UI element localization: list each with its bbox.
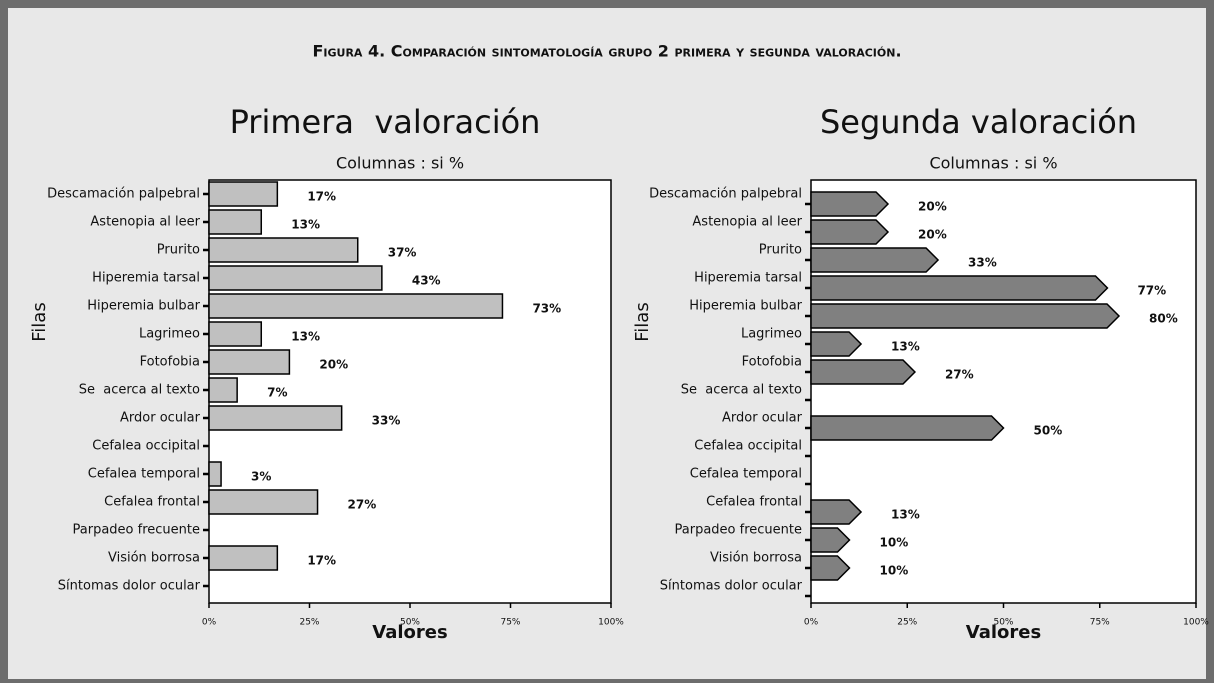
- y-tick-label: Hiperemia tarsal: [92, 271, 200, 286]
- value-label: 13%: [291, 218, 320, 232]
- value-label: 10%: [880, 564, 909, 578]
- value-label: 13%: [891, 340, 920, 354]
- y-tick-label: Astenopia al leer: [692, 215, 802, 230]
- y-tick-label: Ardor ocular: [120, 411, 201, 426]
- chart-subtitle: Columnas : si %: [336, 154, 464, 173]
- chart-subtitle: Columnas : si %: [929, 154, 1057, 173]
- value-label: 20%: [918, 200, 947, 214]
- bar: [810, 415, 1005, 441]
- bar: [208, 293, 504, 319]
- value-label: 80%: [1149, 312, 1178, 326]
- bar: [208, 545, 279, 571]
- y-tick-label: Hiperemia tarsal: [694, 271, 802, 286]
- chart-title: Primera valoración: [230, 103, 541, 141]
- value-label: 13%: [891, 508, 920, 522]
- y-tick-label: Visión borrosa: [710, 551, 802, 566]
- x-tick-label: 0%: [804, 618, 819, 628]
- value-label: 27%: [945, 368, 974, 382]
- bar: [810, 331, 863, 357]
- y-tick-label: Descamación palpebral: [47, 187, 200, 202]
- y-tick-label: Se acerca al texto: [681, 383, 802, 398]
- bar: [208, 265, 383, 291]
- bar: [208, 181, 279, 207]
- bar: [208, 377, 238, 403]
- y-tick-label: Parpadeo frecuente: [675, 523, 802, 538]
- x-tick-label: 50%: [400, 618, 420, 628]
- y-tick-label: Cefalea temporal: [690, 467, 802, 482]
- value-label: 73%: [532, 302, 561, 316]
- y-axis-label: Filas: [632, 302, 653, 341]
- x-tick-label: 100%: [598, 618, 624, 628]
- value-label: 43%: [412, 274, 441, 288]
- x-tick-label: 0%: [202, 618, 217, 628]
- value-label: 20%: [319, 358, 348, 372]
- bar: [208, 349, 291, 375]
- y-tick-label: Ardor ocular: [722, 411, 803, 426]
- y-tick-label: Prurito: [157, 243, 200, 258]
- y-tick-label: Fotofobia: [140, 355, 200, 370]
- bar: [810, 359, 917, 385]
- y-tick-label: Cefalea occipital: [92, 439, 200, 454]
- y-tick-label: Cefalea temporal: [88, 467, 200, 482]
- x-tick-label: 25%: [897, 618, 917, 628]
- bar: [208, 489, 319, 515]
- value-label: 10%: [880, 536, 909, 550]
- value-label: 37%: [388, 246, 417, 260]
- x-tick-label: 50%: [993, 618, 1013, 628]
- bar: [810, 499, 863, 525]
- value-label: 7%: [267, 386, 287, 400]
- y-tick-label: Cefalea frontal: [104, 495, 200, 510]
- y-tick-label: Síntomas dolor ocular: [58, 579, 201, 594]
- x-tick-label: 75%: [500, 618, 520, 628]
- y-tick-label: Cefalea frontal: [706, 495, 802, 510]
- chart-title: Segunda valoración: [820, 103, 1137, 141]
- value-label: 33%: [372, 414, 401, 428]
- bar: [810, 527, 851, 553]
- y-tick-label: Visión borrosa: [108, 551, 200, 566]
- value-label: 13%: [291, 330, 320, 344]
- y-tick-label: Descamación palpebral: [649, 187, 802, 202]
- y-tick-label: Síntomas dolor ocular: [660, 579, 803, 594]
- bar: [208, 237, 359, 263]
- bar: [810, 219, 890, 245]
- value-label: 77%: [1137, 284, 1166, 298]
- x-axis-label: Valores: [966, 622, 1041, 643]
- y-tick-label: Fotofobia: [742, 355, 802, 370]
- value-label: 20%: [918, 228, 947, 242]
- bar: [810, 275, 1109, 301]
- value-label: 17%: [307, 190, 336, 204]
- bar: [208, 209, 263, 235]
- figure-title: Figura 4. Comparación sintomatología gru…: [312, 42, 901, 61]
- bar: [810, 555, 851, 581]
- y-tick-label: Hiperemia bulbar: [87, 299, 200, 314]
- bar: [810, 247, 940, 273]
- value-label: 17%: [307, 554, 336, 568]
- x-axis-label: Valores: [372, 622, 447, 643]
- y-tick-label: Prurito: [759, 243, 802, 258]
- bar: [810, 191, 890, 217]
- y-tick-label: Parpadeo frecuente: [73, 523, 200, 538]
- y-tick-label: Hiperemia bulbar: [689, 299, 802, 314]
- value-label: 50%: [1034, 424, 1063, 438]
- y-tick-label: Astenopia al leer: [90, 215, 200, 230]
- y-tick-label: Cefalea occipital: [694, 439, 802, 454]
- x-tick-label: 75%: [1090, 618, 1110, 628]
- bar: [208, 405, 343, 431]
- y-tick-label: Lagrimeo: [741, 327, 802, 342]
- y-axis-label: Filas: [29, 302, 50, 341]
- y-tick-label: Lagrimeo: [139, 327, 200, 342]
- y-tick-label: Se acerca al texto: [79, 383, 200, 398]
- value-label: 33%: [968, 256, 997, 270]
- x-tick-label: 25%: [299, 618, 319, 628]
- value-label: 27%: [348, 498, 377, 512]
- value-label: 3%: [251, 470, 271, 484]
- bar: [208, 461, 222, 487]
- x-tick-label: 100%: [1183, 618, 1209, 628]
- bar: [810, 303, 1121, 329]
- bar: [208, 321, 263, 347]
